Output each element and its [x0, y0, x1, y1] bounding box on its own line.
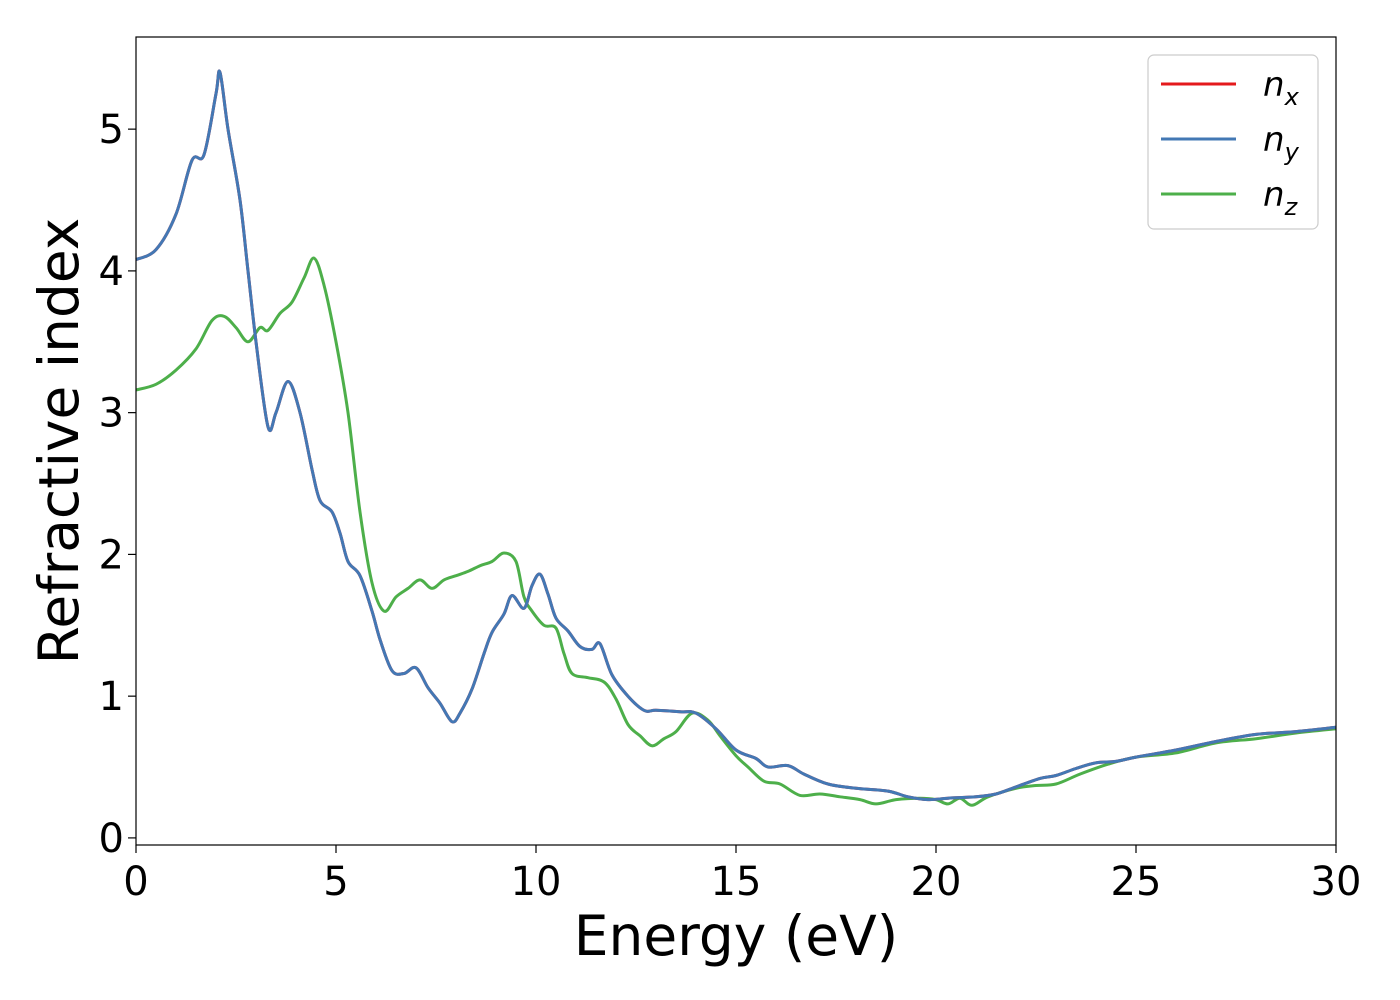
y-tick-label: 4	[99, 249, 124, 295]
legend-subscript: x	[1284, 83, 1300, 111]
x-tick-label: 5	[323, 859, 348, 905]
y-axis: 0 1 2 3 4 5	[99, 107, 136, 862]
legend-subscript: y	[1284, 138, 1300, 166]
x-tick-label: 25	[1111, 859, 1162, 905]
x-tick-label: 0	[123, 859, 148, 905]
y-tick-label: 5	[99, 107, 124, 153]
y-tick-label: 1	[99, 674, 124, 720]
x-tick-label: 20	[911, 859, 962, 905]
y-axis-label: Refractive index	[27, 218, 91, 665]
series-line-z	[135, 256, 1337, 807]
x-tick-label: 15	[711, 859, 762, 905]
y-tick-label: 2	[99, 532, 124, 578]
legend-box	[1147, 54, 1319, 230]
x-tick-label: 10	[511, 859, 562, 905]
series-layer	[135, 69, 1337, 807]
series-line-y	[135, 69, 1337, 802]
x-axis: 0 5 10 15 20 25 30	[123, 845, 1361, 905]
x-axis-label: Energy (eV)	[574, 904, 898, 968]
y-tick-label: 3	[99, 391, 124, 437]
x-tick-label: 30	[1311, 859, 1362, 905]
legend-subscript: z	[1284, 193, 1299, 221]
y-tick-label: 0	[99, 816, 124, 862]
